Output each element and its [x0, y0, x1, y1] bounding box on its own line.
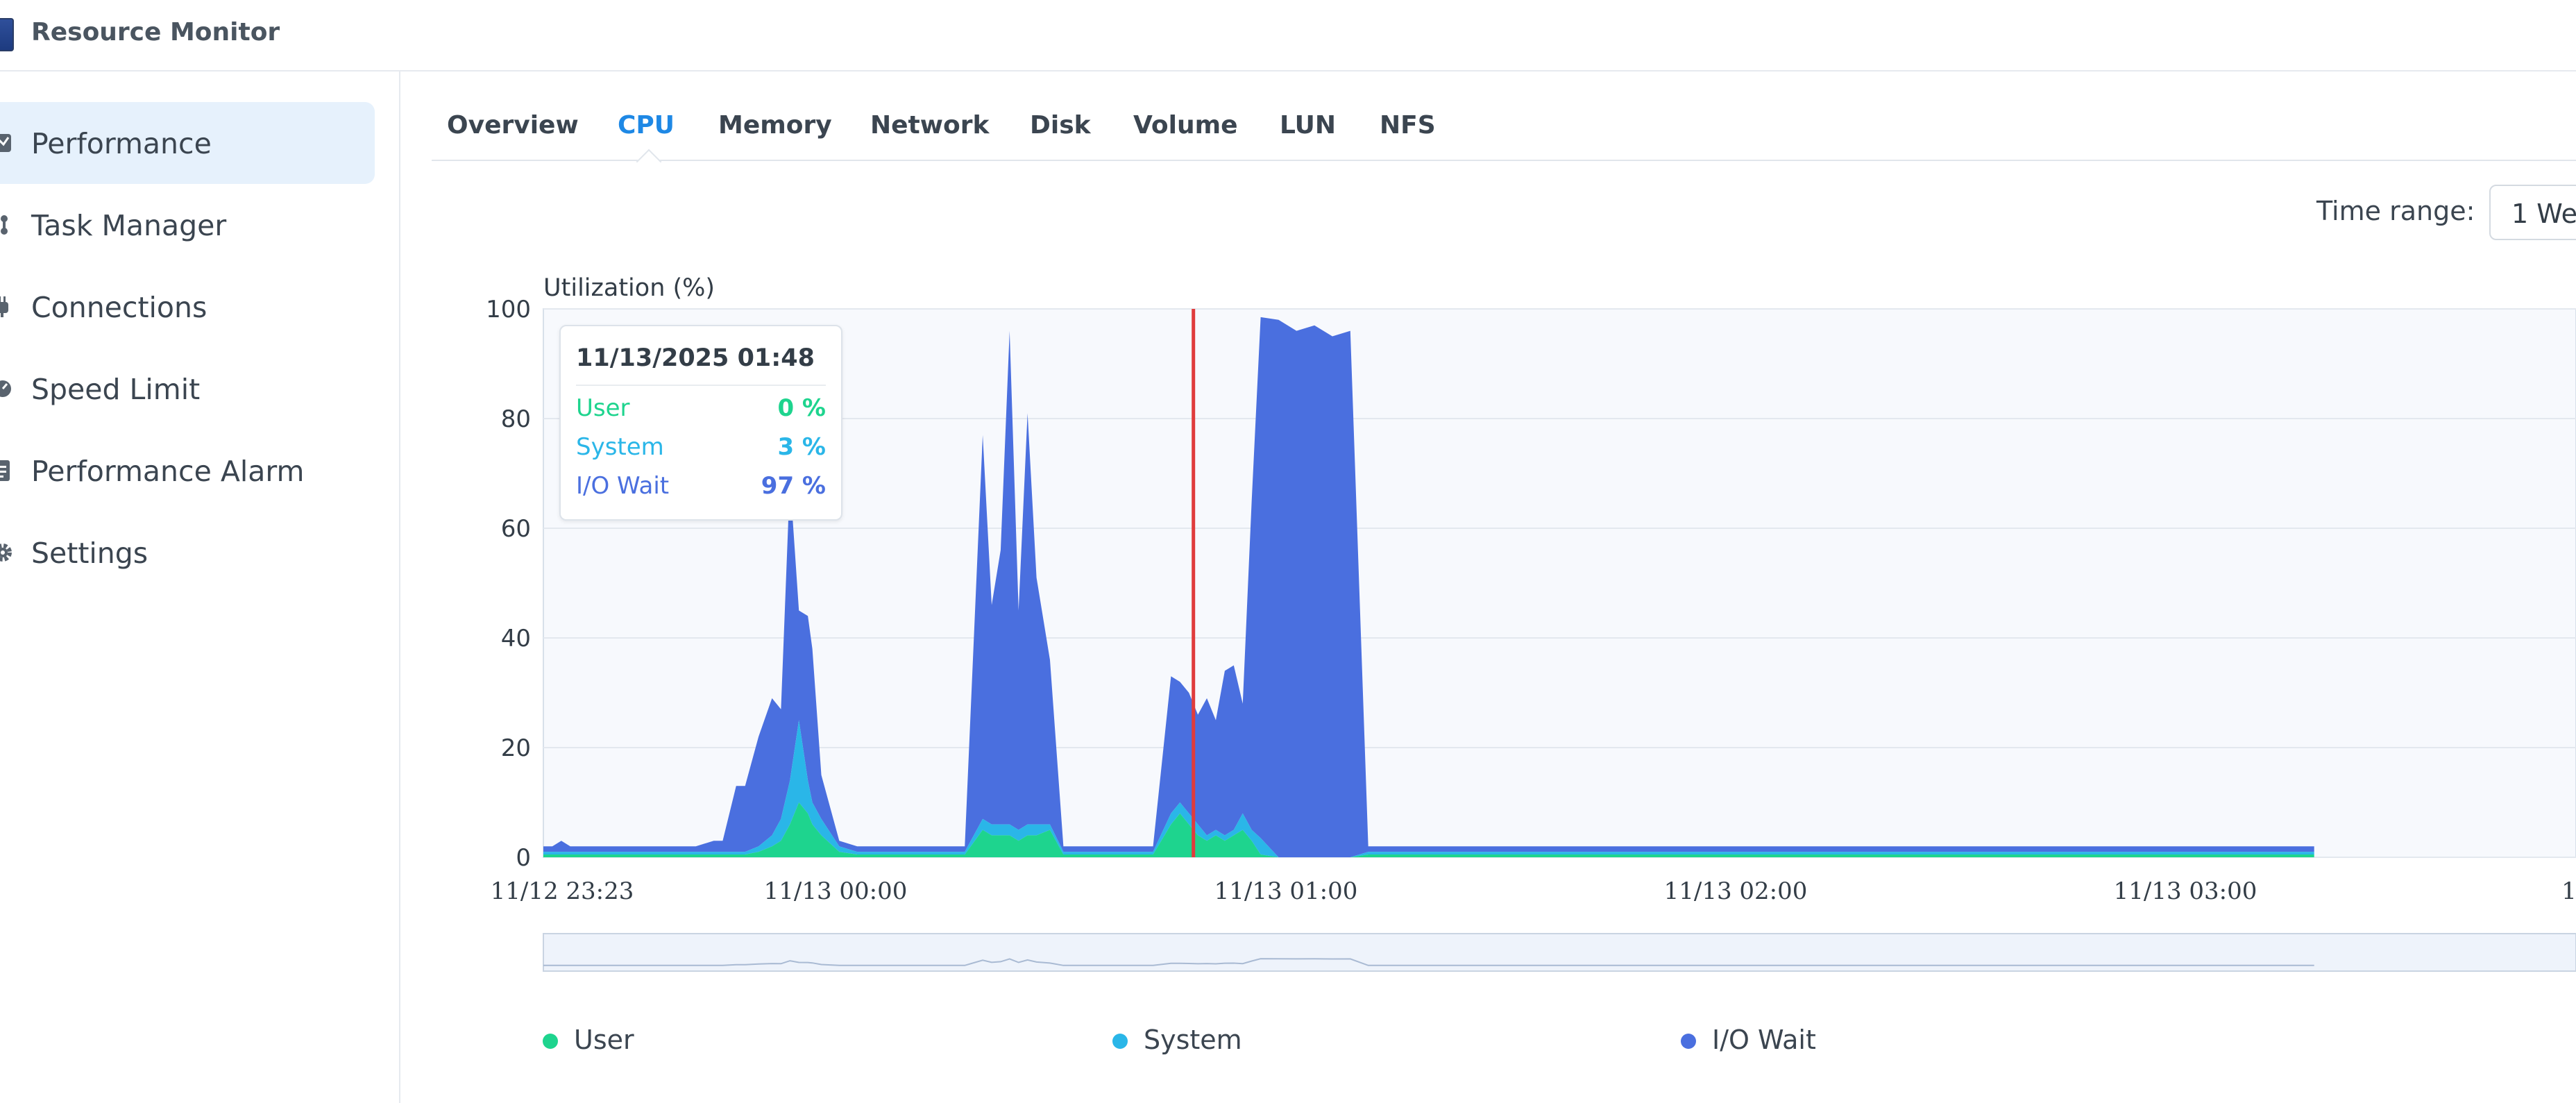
y-tick-label: 0 [516, 844, 531, 872]
alarm-icon [0, 460, 10, 481]
time-range-select[interactable]: 1 We [2489, 185, 2576, 240]
legend-label: User [574, 1025, 634, 1055]
tab-volume[interactable]: Volume [1133, 111, 1238, 140]
area-system [543, 720, 2314, 857]
sidebar-item-label: Settings [31, 537, 149, 570]
sidebar-item-settings[interactable]: Settings [0, 512, 375, 593]
sidebar-item-label: Performance Alarm [31, 455, 305, 488]
active-tab-indicator [636, 149, 662, 175]
sidebar: Performance Task Manager Connections Spe… [0, 71, 400, 1103]
sidebar-item-performance-alarm[interactable]: Performance Alarm [0, 430, 375, 512]
tooltip-series-name: System [576, 433, 664, 461]
sidebar-item-performance[interactable]: Performance [0, 102, 375, 184]
sidebar-item-label: Task Manager [31, 209, 227, 242]
tooltip-series-value: 3 % [777, 433, 826, 461]
tooltip-series-name: User [576, 394, 630, 422]
tooltip-series-value: 97 % [761, 472, 826, 500]
x-tick-label: 11/13 02:00 [1664, 877, 1808, 905]
task-manager-icon [1, 215, 8, 235]
gear-icon [0, 544, 12, 562]
tooltip-date: 11/13/2025 01:48 [576, 344, 815, 372]
tab-disk[interactable]: Disk [1030, 111, 1091, 140]
cpu-utilization-chart[interactable]: Utilization (%) 0 20 40 60 80 100 11/12 23:23… [0, 264, 2576, 986]
sidebar-item-label: Speed Limit [31, 373, 201, 406]
y-tick-label: 100 [486, 296, 531, 323]
overview-navigator[interactable] [543, 933, 2576, 972]
resource-monitor-app-icon [0, 18, 14, 51]
tab-network[interactable]: Network [870, 111, 990, 140]
tooltip-series-value: 0 % [777, 394, 826, 422]
tab-lun[interactable]: LUN [1280, 111, 1337, 140]
connections-icon [0, 296, 8, 317]
y-axis-label: Utilization (%) [543, 274, 715, 302]
x-tick-label: 11/13 03:00 [2114, 877, 2257, 905]
series-areas [543, 317, 2314, 858]
tab-nfs[interactable]: NFS [1380, 111, 1436, 140]
area-i-o-wait [543, 317, 2314, 858]
x-tick-label: 11/12 23:23 [491, 877, 634, 905]
tab-bar: Overview CPU Memory Network Disk Volume … [432, 97, 2576, 175]
tab-memory[interactable]: Memory [718, 111, 832, 140]
sidebar-item-task-manager[interactable]: Task Manager [0, 184, 375, 266]
tooltip-row-system: System 3 % [576, 433, 826, 465]
legend-label: System [1144, 1025, 1242, 1055]
time-range-label: Time range: [2316, 196, 2475, 226]
legend-dot [1112, 1034, 1128, 1049]
sidebar-item-connections[interactable]: Connections [0, 266, 375, 348]
y-tick-label: 40 [501, 625, 531, 652]
x-tick-label: 11/13 00:00 [764, 877, 908, 905]
x-axis-ticks: 11/12 23:23 11/13 00:00 11/13 01:00 11/13 0… [491, 877, 2576, 905]
chart-tooltip: 11/13/2025 01:48 User 0 % System 3 % I/O… [559, 325, 842, 521]
tooltip-row-io-wait: I/O Wait 97 % [576, 472, 826, 504]
tooltip-divider [576, 385, 826, 386]
y-axis-ticks: 0 20 40 60 80 100 [486, 296, 531, 872]
performance-icon [0, 134, 11, 152]
plot-area [543, 308, 2576, 858]
sidebar-item-label: Performance [31, 127, 212, 160]
sidebar-item-label: Connections [31, 291, 207, 324]
legend-label: I/O Wait [1712, 1025, 1816, 1055]
y-tick-label: 60 [501, 515, 531, 543]
sidebar-item-speed-limit[interactable]: Speed Limit [0, 348, 375, 430]
tab-overview[interactable]: Overview [447, 111, 579, 140]
tab-cpu[interactable]: CPU [618, 111, 675, 140]
y-tick-label: 20 [501, 734, 531, 762]
legend-dot [1681, 1034, 1696, 1049]
x-tick-label: 11/13 01:00 [1214, 877, 1358, 905]
x-tick-label: 1 [2561, 877, 2576, 905]
tooltip-series-name: I/O Wait [576, 472, 670, 500]
tooltip-row-user: User 0 % [576, 394, 826, 426]
y-tick-label: 80 [501, 405, 531, 433]
legend-dot [543, 1034, 558, 1049]
title-bar: Resource Monitor [0, 0, 2576, 71]
time-range-value: 1 We [2511, 199, 2576, 229]
navigator-sparkline [543, 958, 2314, 966]
app-title: Resource Monitor [31, 18, 280, 47]
speed-limit-icon [0, 380, 11, 397]
area-user [543, 802, 2314, 857]
